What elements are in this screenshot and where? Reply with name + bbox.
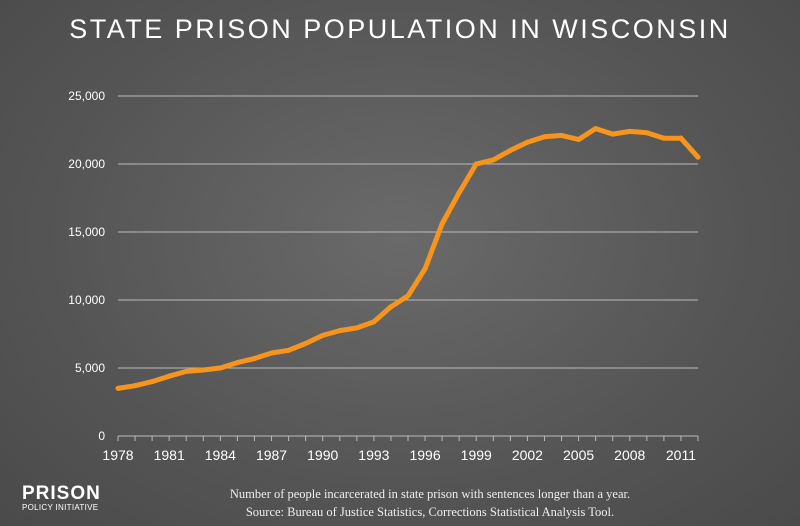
y-tick-label: 10,000	[68, 293, 105, 307]
data-point	[507, 147, 513, 153]
data-line	[117, 126, 700, 391]
data-point	[234, 360, 240, 366]
data-point	[286, 347, 292, 353]
x-tick-label: 1978	[102, 447, 133, 463]
x-tick-label: 1999	[461, 447, 492, 463]
y-tick-label: 20,000	[68, 157, 105, 171]
data-point	[354, 325, 360, 331]
data-point	[610, 131, 616, 137]
data-point	[422, 266, 428, 272]
y-tick-label: 25,000	[68, 89, 105, 103]
data-point	[132, 383, 138, 389]
prison-policy-initiative-logo: PRISON POLICY INITIATIVE	[22, 483, 101, 512]
x-tick-label: 1981	[154, 447, 185, 463]
data-point	[695, 154, 701, 160]
data-point	[320, 332, 326, 338]
data-point	[337, 328, 343, 334]
data-point	[661, 135, 667, 141]
x-tick-label: 1990	[307, 447, 338, 463]
y-tick-label: 0	[98, 429, 105, 443]
data-point	[541, 134, 547, 140]
y-tick-label: 15,000	[68, 225, 105, 239]
data-point	[644, 130, 650, 136]
data-point	[524, 139, 530, 145]
data-point	[456, 190, 462, 196]
x-tick-label: 1987	[256, 447, 287, 463]
data-point	[388, 304, 394, 310]
y-tick-label: 5,000	[75, 361, 105, 375]
data-point	[217, 365, 223, 371]
data-point	[149, 379, 155, 385]
x-tick-label: 1993	[358, 447, 389, 463]
logo-line2: POLICY INITIATIVE	[22, 503, 99, 512]
x-tick-label: 2011	[666, 447, 696, 463]
data-point	[473, 161, 479, 167]
footnote-source: Source: Bureau of Justice Statistics, Co…	[245, 505, 615, 519]
data-point	[115, 385, 121, 391]
x-tick-label: 2008	[614, 447, 645, 463]
data-point	[166, 373, 172, 379]
data-point	[303, 341, 309, 347]
data-point	[439, 221, 445, 227]
x-tick-label: 1984	[205, 447, 236, 463]
data-point	[576, 137, 582, 143]
data-point	[371, 319, 377, 325]
data-point	[183, 368, 189, 374]
x-tick-label: 1996	[409, 447, 440, 463]
data-point	[200, 367, 206, 373]
data-point	[627, 128, 633, 134]
data-point	[490, 157, 496, 163]
footnote-description: Number of people incarcerated in state p…	[229, 487, 631, 501]
data-point	[678, 135, 684, 141]
x-tick-label: 2002	[512, 447, 543, 463]
data-point	[559, 132, 565, 138]
data-point	[269, 350, 275, 356]
footnote: Number of people incarcerated in state p…	[150, 485, 710, 521]
logo-line1: PRISON	[22, 483, 101, 504]
data-point	[405, 293, 411, 299]
x-tick-label: 2005	[563, 447, 594, 463]
data-point	[251, 355, 257, 361]
chart-title: STATE PRISON POPULATION IN WISCONSIN	[69, 14, 731, 44]
data-point	[593, 126, 599, 132]
